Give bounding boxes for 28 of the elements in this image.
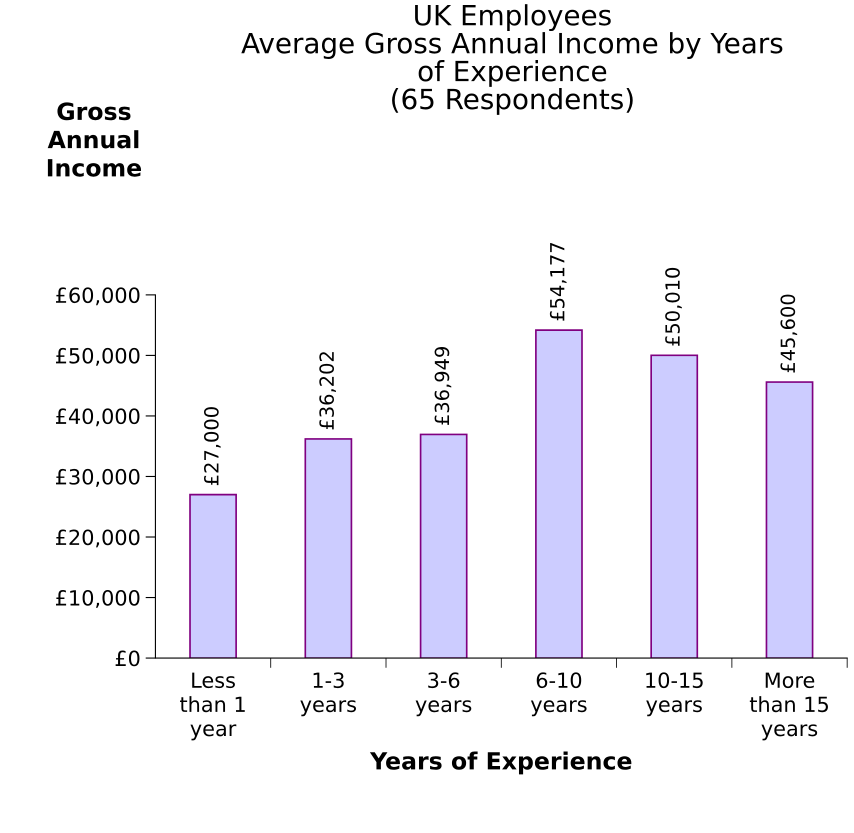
bar: [766, 381, 814, 658]
bar: [535, 329, 583, 658]
y-tick-label: £30,000: [56, 468, 140, 487]
data-label: £36,202: [319, 352, 336, 430]
y-tick-label: £10,000: [56, 590, 140, 608]
bar: [304, 438, 352, 658]
y-tick-label: £60,000: [56, 287, 140, 306]
bar: [420, 434, 468, 658]
y-tick-label: £50,000: [56, 348, 140, 366]
chart-title: UK Employees Average Gross Annual Income by Years of Experience (65 Respondents): [241, 4, 782, 115]
data-label: £45,600: [780, 294, 798, 372]
bar: [650, 354, 698, 658]
x-axis-title: Years of Experience: [370, 751, 632, 774]
y-tick-label: £20,000: [56, 529, 140, 548]
x-tick-label: 6-10 years: [530, 672, 587, 716]
data-label: £36,949: [434, 347, 452, 425]
x-tick-label: 10-15 years: [646, 672, 703, 716]
x-tick-label: Less than 1 year: [180, 672, 245, 740]
bar: [189, 494, 237, 658]
x-tick-label: More than 15 years: [750, 672, 828, 740]
x-tick-label: 1-3 years: [300, 672, 356, 716]
y-tick-label: £0: [116, 650, 140, 666]
x-tick-label: 3-6 years: [416, 672, 472, 716]
data-label: £27,000: [204, 407, 221, 486]
y-tick-label: £40,000: [56, 408, 140, 426]
y-axis-title: Gross Annual Income: [48, 102, 142, 177]
data-label: £50,010: [665, 268, 682, 346]
data-label: £54,177: [550, 243, 567, 321]
